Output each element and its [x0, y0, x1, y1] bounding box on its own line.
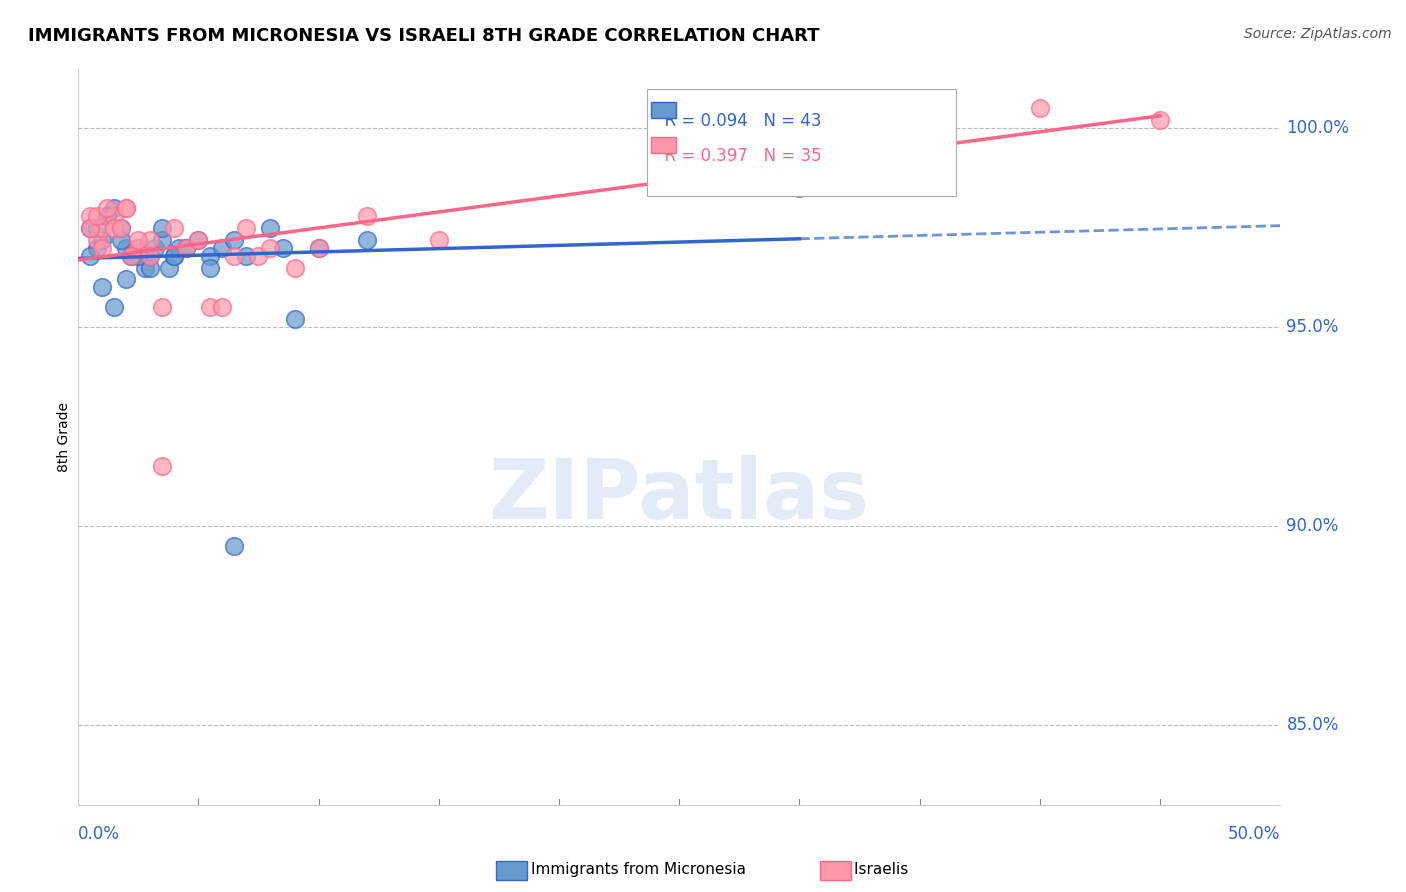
Point [200, 301, 222, 315]
Point [110, 233, 132, 247]
Point [96, 209, 118, 223]
Text: R = 0.397   N = 35: R = 0.397 N = 35 [654, 147, 821, 165]
Text: 95.0%: 95.0% [1286, 318, 1339, 336]
Point [139, 260, 162, 275]
Point [167, 241, 190, 255]
Point [356, 233, 378, 247]
Point [79, 249, 101, 263]
Point [200, 260, 222, 275]
Point [127, 241, 149, 255]
Point [259, 241, 281, 255]
Point [163, 249, 186, 263]
Point [789, 181, 811, 195]
Point [163, 220, 186, 235]
Point [235, 220, 257, 235]
Point [127, 249, 149, 263]
Point [91, 220, 114, 235]
Point [96, 201, 118, 215]
Y-axis label: 8th Grade: 8th Grade [58, 401, 72, 472]
Point [668, 113, 690, 128]
Point [187, 233, 209, 247]
Point [150, 220, 173, 235]
Point [1029, 101, 1052, 115]
Point [224, 539, 246, 553]
Point [127, 233, 149, 247]
Point [115, 272, 138, 286]
Point [143, 241, 166, 255]
Point [96, 209, 118, 223]
Point [91, 280, 114, 294]
Point [127, 241, 149, 255]
Point [79, 209, 101, 223]
Point [110, 220, 132, 235]
Point [86, 209, 108, 223]
Point [91, 241, 114, 255]
Text: Israelis: Israelis [815, 863, 908, 877]
Point [159, 260, 181, 275]
Point [120, 249, 142, 263]
Point [103, 220, 125, 235]
Point [120, 249, 142, 263]
Text: 50.0%: 50.0% [1227, 825, 1281, 843]
Text: Source: ZipAtlas.com: Source: ZipAtlas.com [1244, 27, 1392, 41]
Text: ZIPatlas: ZIPatlas [489, 455, 870, 536]
Point [235, 249, 257, 263]
Point [176, 241, 198, 255]
Point [283, 260, 305, 275]
Point [187, 233, 209, 247]
Point [427, 233, 450, 247]
Point [224, 249, 246, 263]
Point [308, 241, 330, 255]
Point [86, 220, 108, 235]
Point [211, 241, 233, 255]
Point [259, 220, 281, 235]
Text: 85.0%: 85.0% [1286, 716, 1339, 734]
Point [176, 241, 198, 255]
Point [103, 301, 125, 315]
Text: 0.0%: 0.0% [79, 825, 120, 843]
Text: 100.0%: 100.0% [1286, 120, 1350, 137]
Point [139, 249, 162, 263]
Point [163, 249, 186, 263]
Point [110, 220, 132, 235]
Point [115, 201, 138, 215]
Point [139, 249, 162, 263]
Point [356, 209, 378, 223]
Point [247, 249, 270, 263]
Point [224, 233, 246, 247]
Point [103, 209, 125, 223]
Text: Immigrants from Micronesia: Immigrants from Micronesia [492, 863, 747, 877]
Point [79, 220, 101, 235]
Point [79, 220, 101, 235]
Point [115, 201, 138, 215]
Point [1149, 113, 1171, 128]
Point [139, 233, 162, 247]
Text: 90.0%: 90.0% [1286, 517, 1339, 535]
Text: IMMIGRANTS FROM MICRONESIA VS ISRAELI 8TH GRADE CORRELATION CHART: IMMIGRANTS FROM MICRONESIA VS ISRAELI 8T… [28, 27, 820, 45]
Point [115, 241, 138, 255]
Point [134, 260, 156, 275]
Point [308, 241, 330, 255]
Point [91, 233, 114, 247]
Point [176, 241, 198, 255]
Point [150, 233, 173, 247]
Point [283, 312, 305, 326]
Point [211, 301, 233, 315]
Point [150, 301, 173, 315]
Text: R = 0.094   N = 43: R = 0.094 N = 43 [654, 112, 821, 129]
Point [200, 249, 222, 263]
Point [86, 241, 108, 255]
Point [120, 249, 142, 263]
Point [86, 233, 108, 247]
Point [103, 201, 125, 215]
Point [150, 459, 173, 474]
Point [271, 241, 294, 255]
